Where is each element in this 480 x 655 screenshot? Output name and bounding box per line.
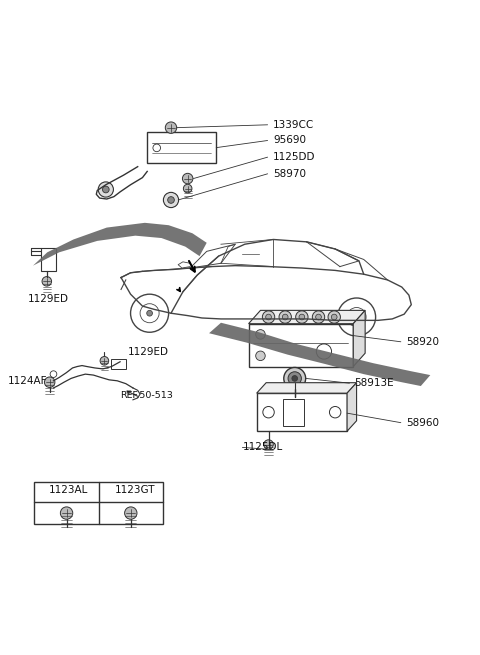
Polygon shape	[353, 310, 365, 367]
Circle shape	[263, 311, 275, 323]
Bar	[249, 324, 353, 367]
Circle shape	[292, 375, 298, 381]
Circle shape	[354, 314, 360, 320]
Circle shape	[264, 440, 273, 449]
Bar	[283, 400, 304, 426]
Text: 1125DL: 1125DL	[242, 442, 283, 453]
Text: 95690: 95690	[273, 136, 306, 145]
Text: 1339CC: 1339CC	[273, 121, 314, 130]
Circle shape	[288, 372, 301, 385]
Circle shape	[98, 182, 113, 197]
Polygon shape	[347, 383, 357, 431]
Bar	[41, 248, 56, 271]
Circle shape	[45, 377, 55, 388]
Text: 1129ED: 1129ED	[28, 294, 69, 304]
Circle shape	[103, 186, 109, 193]
Bar	[257, 393, 347, 431]
Text: 1124AF: 1124AF	[8, 376, 48, 386]
Circle shape	[60, 507, 73, 519]
Bar	[35, 481, 163, 523]
Circle shape	[165, 122, 177, 134]
Circle shape	[331, 314, 337, 320]
Text: 58920: 58920	[407, 337, 440, 346]
Circle shape	[296, 311, 308, 323]
Bar	[110, 359, 126, 369]
Text: 1123AL: 1123AL	[49, 485, 88, 495]
Text: 1129ED: 1129ED	[128, 347, 169, 357]
Circle shape	[256, 351, 265, 360]
Polygon shape	[209, 323, 431, 386]
Polygon shape	[33, 223, 207, 266]
Bar	[147, 132, 216, 163]
Text: REF.50-513: REF.50-513	[120, 390, 173, 400]
Polygon shape	[249, 310, 365, 324]
Circle shape	[147, 310, 153, 316]
Text: 58913E: 58913E	[354, 378, 394, 388]
Text: 1125DD: 1125DD	[273, 152, 316, 162]
Circle shape	[299, 314, 305, 320]
Circle shape	[125, 507, 137, 519]
Circle shape	[183, 184, 192, 193]
Circle shape	[182, 174, 193, 184]
Polygon shape	[257, 383, 357, 393]
Circle shape	[316, 314, 322, 320]
Text: 58960: 58960	[407, 418, 440, 428]
Circle shape	[282, 314, 288, 320]
Text: 1123GT: 1123GT	[115, 485, 156, 495]
Circle shape	[163, 193, 179, 208]
Circle shape	[279, 311, 291, 323]
Circle shape	[100, 356, 108, 365]
Circle shape	[284, 367, 306, 389]
Circle shape	[42, 276, 51, 286]
Circle shape	[328, 311, 340, 323]
Circle shape	[256, 329, 265, 339]
Circle shape	[266, 314, 271, 320]
Text: 58970: 58970	[273, 169, 306, 179]
Circle shape	[168, 196, 174, 203]
Circle shape	[312, 311, 324, 323]
